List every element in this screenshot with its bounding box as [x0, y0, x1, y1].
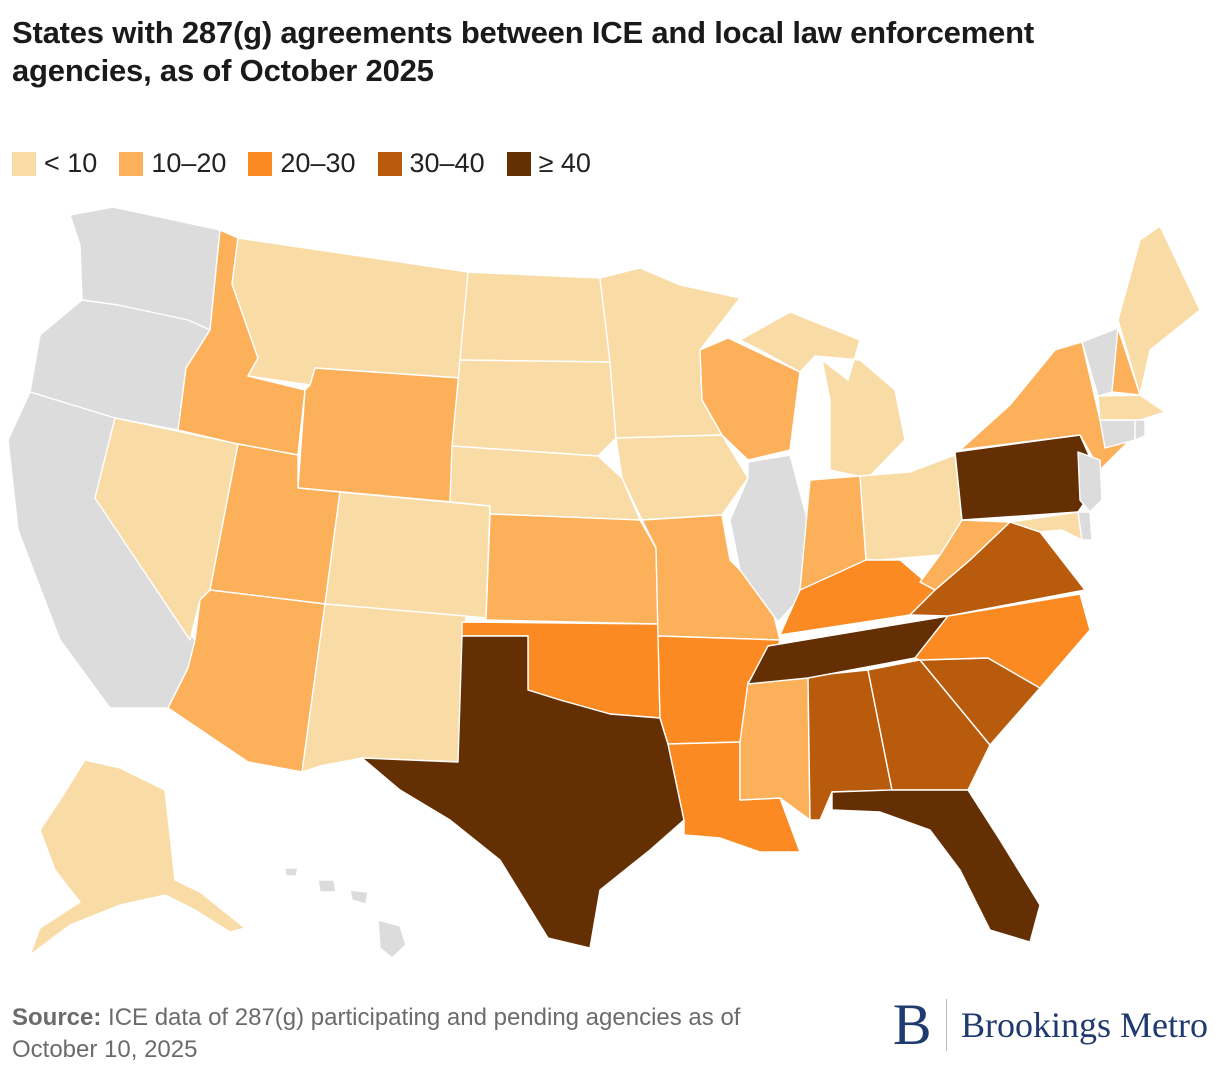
- legend-swatch-30-40: [377, 151, 402, 176]
- legend: < 10 10–20 20–30 30–40 ≥ 40: [12, 148, 591, 179]
- state-IL: [729, 454, 811, 623]
- state-MS: [739, 677, 811, 821]
- state-SD: [451, 359, 617, 457]
- state-WI: [699, 337, 801, 461]
- legend-label-10-20: 10–20: [151, 148, 227, 178]
- state-ND: [459, 271, 611, 363]
- source-label: Source:: [12, 1004, 102, 1031]
- legend-label-ge40: ≥ 40: [538, 148, 591, 178]
- legend-item-10-20: 10–20: [119, 148, 226, 179]
- source-text: ICE data of 287(g) participating and pen…: [12, 1004, 741, 1064]
- state-RI: [1134, 419, 1146, 441]
- state-MO: [641, 514, 781, 641]
- state-DE: [1077, 511, 1093, 541]
- legend-swatch-ge40: [506, 151, 531, 176]
- state-WY: [297, 367, 461, 503]
- legend-swatch-lt10: [12, 151, 36, 176]
- state-TX: [361, 635, 685, 949]
- legend-label-lt10: < 10: [44, 148, 98, 178]
- legend-swatch-10-20: [119, 151, 144, 176]
- legend-item-ge40: ≥ 40: [506, 148, 591, 179]
- brand-divider: [945, 999, 947, 1051]
- state-CT: [1099, 419, 1136, 449]
- state-CO: [324, 491, 491, 619]
- legend-label-20-30: 20–30: [280, 148, 356, 178]
- legend-item-20-30: 20–30: [248, 148, 356, 179]
- state-HI: [284, 867, 407, 959]
- legend-swatch-20-30: [248, 151, 273, 176]
- state-NM: [301, 603, 467, 773]
- source-note: Source: ICE data of 287(g) participating…: [12, 1002, 812, 1067]
- legend-item-30-40: 30–40: [377, 148, 485, 179]
- us-state-map: [7, 206, 1201, 959]
- state-NH: [1111, 327, 1141, 396]
- state-MD: [1009, 511, 1083, 541]
- chart-title: States with 287(g) agreements between IC…: [12, 15, 1034, 88]
- state-MA: [1097, 394, 1166, 421]
- state-AK: [29, 759, 246, 956]
- brand-name: Brookings Metro: [961, 1005, 1208, 1045]
- state-KS: [485, 513, 659, 625]
- brand-logo: B Brookings Metro: [893, 996, 1208, 1054]
- brand-letter-b: B: [892, 992, 932, 1057]
- state-NJ: [1077, 451, 1103, 513]
- state-MT: [231, 237, 469, 386]
- state-IA: [615, 434, 749, 521]
- state-TN: [747, 615, 949, 685]
- state-FL: [831, 789, 1041, 943]
- state-GA: [867, 659, 991, 791]
- legend-label-30-40: 30–40: [409, 148, 485, 178]
- legend-item-lt10: < 10: [12, 148, 97, 179]
